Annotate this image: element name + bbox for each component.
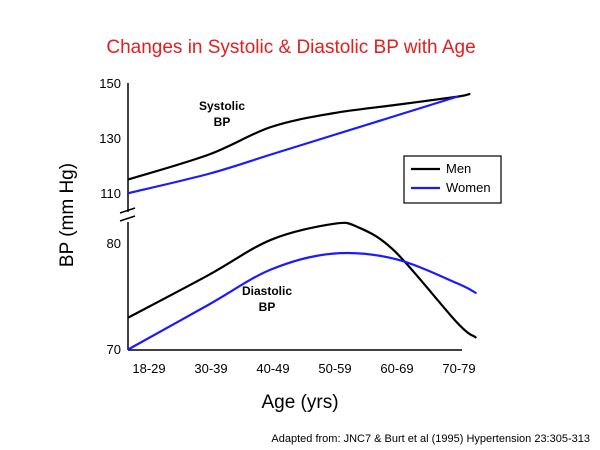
x-tick-label: 18-29 (132, 361, 165, 376)
axis-break-mark (119, 207, 136, 214)
y-tick-label: 150 (99, 76, 121, 91)
x-tick-label: 70-79 (442, 361, 475, 376)
annotation-label: Systolic (199, 99, 245, 113)
x-tick-label: 40-49 (256, 361, 289, 376)
x-axis-label: Age (yrs) (261, 392, 338, 413)
series-lines (127, 92, 477, 351)
annotation-label: BP (214, 115, 231, 129)
legend: Men Women (403, 155, 502, 204)
tick-labels: 150 130 110 80 70 18-29 30-39 40-49 50-59 60-69 70… (99, 76, 475, 376)
x-tick-label: 50-59 (318, 361, 351, 376)
legend-box (403, 155, 502, 204)
x-tick-label: 60-69 (380, 361, 413, 376)
series-diastolic-men (127, 221, 477, 339)
axes (119, 83, 462, 351)
chart-title: Changes in Systolic & Diastolic BP with … (106, 37, 475, 58)
axis-break-mark (119, 215, 136, 222)
annotation-label: BP (259, 300, 276, 314)
legend-entry: Men (446, 161, 471, 176)
x-tick-label: 30-39 (194, 361, 227, 376)
legend-entry: Women (446, 180, 491, 195)
annotation-label: Diastolic (242, 284, 292, 298)
source-note: Adapted from: JNC7 & Burt et al (1995) H… (271, 433, 590, 445)
y-tick-label: 130 (99, 131, 121, 146)
series-diastolic-women (127, 251, 477, 351)
y-tick-label: 110 (100, 186, 121, 201)
annotations: Systolic BP Diastolic BP (199, 99, 292, 314)
series-systolic-women (127, 95, 459, 195)
y-tick-label: 70 (107, 342, 121, 357)
y-axis-label: BP (mm Hg) (57, 163, 78, 267)
y-tick-label: 80 (107, 236, 121, 251)
